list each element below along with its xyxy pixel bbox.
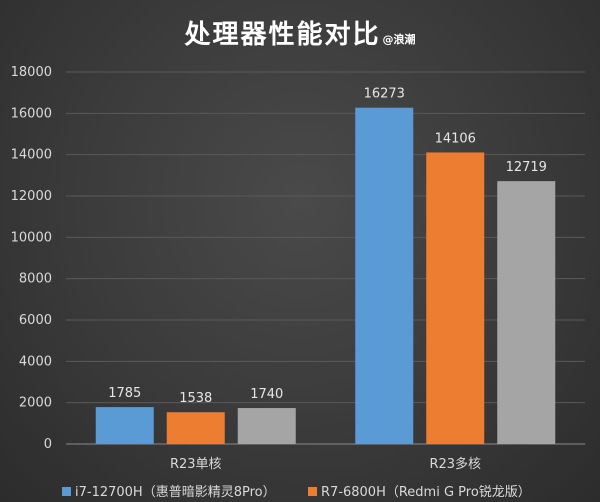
bar [237, 408, 296, 444]
y-tick-label: 4000 [19, 354, 52, 369]
x-category-label: R23单核 [170, 457, 222, 472]
y-tick-label: 10000 [11, 230, 52, 245]
y-tick-label: 0 [44, 437, 52, 452]
data-label: 1538 [179, 391, 212, 406]
y-tick-label: 2000 [19, 396, 52, 411]
data-label: 12719 [506, 160, 547, 175]
x-category-label: R23多核 [429, 456, 481, 472]
y-tick-label: 6000 [19, 313, 52, 328]
bar [95, 407, 154, 444]
watermark-text: @浪潮 [382, 33, 416, 46]
legend-entry: i7-12700H（惠普暗影精灵8Pro） [75, 485, 276, 500]
chart-title-block: 处理器性能对比 @浪潮 [0, 14, 600, 51]
data-label: 16273 [364, 87, 405, 102]
data-label: 1785 [108, 386, 141, 401]
data-labels: 1785 1538 1740 16273 14106 12719 [108, 87, 547, 407]
legend: i7-12700H（惠普暗影精灵8Pro） R7-6800H（Redmi G Pr… [62, 485, 531, 500]
legend-swatch [308, 487, 317, 496]
bar [497, 181, 556, 444]
bars [95, 107, 556, 444]
bar [166, 412, 225, 444]
bar [355, 107, 414, 444]
y-tick-label: 14000 [11, 148, 52, 163]
data-label: 14106 [435, 131, 476, 146]
y-tick-label: 12000 [11, 189, 52, 204]
legend-swatch [62, 487, 71, 496]
y-tick-label: 8000 [19, 272, 52, 287]
chart-title: 处理器性能对比 [184, 20, 381, 50]
bar [426, 152, 485, 444]
y-tick-label: 16000 [11, 106, 52, 121]
data-label: 1740 [250, 387, 283, 402]
y-axis-ticks: 0 2000 4000 6000 8000 10000 12000 14000 16000 180… [11, 65, 52, 452]
legend-entry: R7-6800H（Redmi G Pro锐龙版） [321, 485, 531, 500]
x-axis-categories: R23单核 R23多核 [170, 456, 481, 472]
y-tick-label: 18000 [11, 65, 52, 80]
